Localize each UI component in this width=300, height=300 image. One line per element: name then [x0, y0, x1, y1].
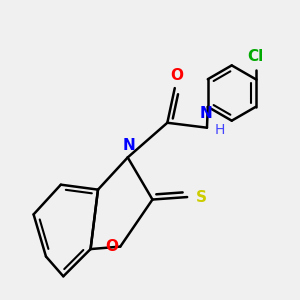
- Text: O: O: [105, 239, 118, 254]
- Text: S: S: [196, 190, 207, 205]
- Text: Cl: Cl: [248, 50, 264, 64]
- Text: N: N: [122, 139, 135, 154]
- Text: N: N: [200, 106, 212, 121]
- Text: O: O: [171, 68, 184, 83]
- Text: H: H: [214, 123, 224, 137]
